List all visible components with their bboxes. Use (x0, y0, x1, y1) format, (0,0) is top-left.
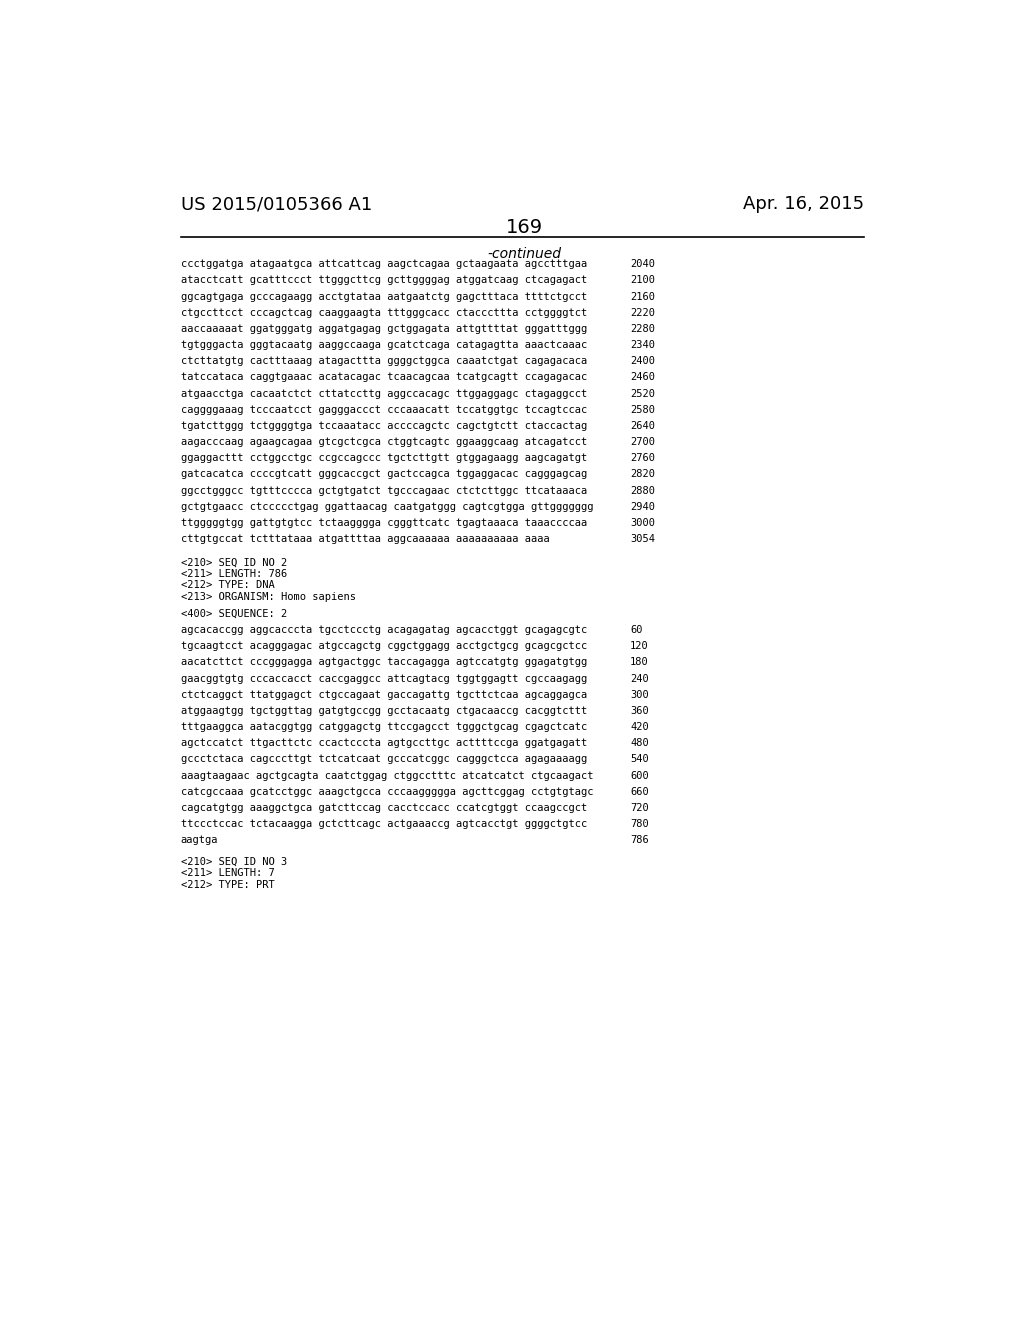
Text: aagtga: aagtga (180, 836, 218, 845)
Text: ttgggggtgg gattgtgtcc tctaagggga cgggttcatc tgagtaaaca taaaccccaa: ttgggggtgg gattgtgtcc tctaagggga cgggttc… (180, 517, 587, 528)
Text: 660: 660 (630, 787, 649, 797)
Text: 2760: 2760 (630, 453, 655, 463)
Text: ggcagtgaga gcccagaagg acctgtataa aatgaatctg gagctttaca ttttctgcct: ggcagtgaga gcccagaagg acctgtataa aatgaat… (180, 292, 587, 301)
Text: tgtgggacta gggtacaatg aaggccaaga gcatctcaga catagagtta aaactcaaac: tgtgggacta gggtacaatg aaggccaaga gcatctc… (180, 341, 587, 350)
Text: aacatcttct cccgggagga agtgactggc taccagagga agtccatgtg ggagatgtgg: aacatcttct cccgggagga agtgactggc taccaga… (180, 657, 587, 668)
Text: 480: 480 (630, 738, 649, 748)
Text: gctgtgaacc ctccccctgag ggattaacag caatgatggg cagtcgtgga gttggggggg: gctgtgaacc ctccccctgag ggattaacag caatga… (180, 502, 593, 512)
Text: ttccctccac tctacaagga gctcttcagc actgaaaccg agtcacctgt ggggctgtcc: ttccctccac tctacaagga gctcttcagc actgaaa… (180, 818, 587, 829)
Text: 2940: 2940 (630, 502, 655, 512)
Text: 180: 180 (630, 657, 649, 668)
Text: ggaggacttt cctggcctgc ccgccagccc tgctcttgtt gtggagaagg aagcagatgt: ggaggacttt cctggcctgc ccgccagccc tgctctt… (180, 453, 587, 463)
Text: aagacccaag agaagcagaa gtcgctcgca ctggtcagtc ggaaggcaag atcagatcct: aagacccaag agaagcagaa gtcgctcgca ctggtca… (180, 437, 587, 447)
Text: <210> SEQ ID NO 3: <210> SEQ ID NO 3 (180, 857, 287, 867)
Text: gccctctaca cagcccttgt tctcatcaat gcccatcggc cagggctcca agagaaaagg: gccctctaca cagcccttgt tctcatcaat gcccatc… (180, 755, 587, 764)
Text: <212> TYPE: PRT: <212> TYPE: PRT (180, 880, 274, 890)
Text: cagcatgtgg aaaggctgca gatcttccag cacctccacc ccatcgtggt ccaagccgct: cagcatgtgg aaaggctgca gatcttccag cacctcc… (180, 803, 587, 813)
Text: 780: 780 (630, 818, 649, 829)
Text: 60: 60 (630, 626, 643, 635)
Text: ggcctgggcc tgtttcccca gctgtgatct tgcccagaac ctctcttggc ttcataaaca: ggcctgggcc tgtttcccca gctgtgatct tgcccag… (180, 486, 587, 495)
Text: 3054: 3054 (630, 535, 655, 544)
Text: tgcaagtcct acagggagac atgccagctg cggctggagg acctgctgcg gcagcgctcc: tgcaagtcct acagggagac atgccagctg cggctgg… (180, 642, 587, 651)
Text: Apr. 16, 2015: Apr. 16, 2015 (743, 195, 864, 214)
Text: tatccataca caggtgaaac acatacagac tcaacagcaa tcatgcagtt ccagagacac: tatccataca caggtgaaac acatacagac tcaacag… (180, 372, 587, 383)
Text: caggggaaag tcccaatcct gagggaccct cccaaacatt tccatggtgc tccagtccac: caggggaaag tcccaatcct gagggaccct cccaaac… (180, 405, 587, 414)
Text: cttgtgccat tctttataaa atgattttaa aggcaaaaaa aaaaaaaaaa aaaa: cttgtgccat tctttataaa atgattttaa aggcaaa… (180, 535, 550, 544)
Text: 120: 120 (630, 642, 649, 651)
Text: atgaacctga cacaatctct cttatccttg aggccacagc ttggaggagc ctagaggcct: atgaacctga cacaatctct cttatccttg aggccac… (180, 388, 587, 399)
Text: agctccatct ttgacttctc ccactcccta agtgccttgc acttttccga ggatgagatt: agctccatct ttgacttctc ccactcccta agtgcct… (180, 738, 587, 748)
Text: 2700: 2700 (630, 437, 655, 447)
Text: US 2015/0105366 A1: US 2015/0105366 A1 (180, 195, 372, 214)
Text: -continued: -continued (487, 247, 562, 261)
Text: 2100: 2100 (630, 276, 655, 285)
Text: tttgaaggca aatacggtgg catggagctg ttccgagcct tgggctgcag cgagctcatc: tttgaaggca aatacggtgg catggagctg ttccgag… (180, 722, 587, 733)
Text: 2520: 2520 (630, 388, 655, 399)
Text: 2580: 2580 (630, 405, 655, 414)
Text: 2280: 2280 (630, 323, 655, 334)
Text: 2040: 2040 (630, 259, 655, 269)
Text: 300: 300 (630, 689, 649, 700)
Text: 720: 720 (630, 803, 649, 813)
Text: 3000: 3000 (630, 517, 655, 528)
Text: <212> TYPE: DNA: <212> TYPE: DNA (180, 581, 274, 590)
Text: 2160: 2160 (630, 292, 655, 301)
Text: <213> ORGANISM: Homo sapiens: <213> ORGANISM: Homo sapiens (180, 591, 355, 602)
Text: 169: 169 (506, 218, 544, 238)
Text: 2820: 2820 (630, 470, 655, 479)
Text: aaccaaaaat ggatgggatg aggatgagag gctggagata attgttttat gggatttggg: aaccaaaaat ggatgggatg aggatgagag gctggag… (180, 323, 587, 334)
Text: 600: 600 (630, 771, 649, 780)
Text: atggaagtgg tgctggttag gatgtgccgg gcctacaatg ctgacaaccg cacggtcttt: atggaagtgg tgctggttag gatgtgccgg gcctaca… (180, 706, 587, 715)
Text: gaacggtgtg cccaccacct caccgaggcc attcagtacg tggtggagtt cgccaagagg: gaacggtgtg cccaccacct caccgaggcc attcagt… (180, 673, 587, 684)
Text: 2220: 2220 (630, 308, 655, 318)
Text: aaagtaagaac agctgcagta caatctggag ctggcctttc atcatcatct ctgcaagact: aaagtaagaac agctgcagta caatctggag ctggcc… (180, 771, 593, 780)
Text: 2340: 2340 (630, 341, 655, 350)
Text: 240: 240 (630, 673, 649, 684)
Text: ccctggatga atagaatgca attcattcag aagctcagaa gctaagaata agcctttgaa: ccctggatga atagaatgca attcattcag aagctca… (180, 259, 587, 269)
Text: 2640: 2640 (630, 421, 655, 430)
Text: gatcacatca ccccgtcatt gggcaccgct gactccagca tggaggacac cagggagcag: gatcacatca ccccgtcatt gggcaccgct gactcca… (180, 470, 587, 479)
Text: <210> SEQ ID NO 2: <210> SEQ ID NO 2 (180, 557, 287, 568)
Text: 2400: 2400 (630, 356, 655, 366)
Text: 2460: 2460 (630, 372, 655, 383)
Text: 420: 420 (630, 722, 649, 733)
Text: 2880: 2880 (630, 486, 655, 495)
Text: tgatcttggg tctggggtga tccaaatacc accccagctc cagctgtctt ctaccactag: tgatcttggg tctggggtga tccaaatacc accccag… (180, 421, 587, 430)
Text: ctgccttcct cccagctcag caaggaagta tttgggcacc ctacccttta cctggggtct: ctgccttcct cccagctcag caaggaagta tttgggc… (180, 308, 587, 318)
Text: 786: 786 (630, 836, 649, 845)
Text: <211> LENGTH: 7: <211> LENGTH: 7 (180, 869, 274, 878)
Text: 540: 540 (630, 755, 649, 764)
Text: <211> LENGTH: 786: <211> LENGTH: 786 (180, 569, 287, 578)
Text: ctcttatgtg cactttaaag atagacttta ggggctggca caaatctgat cagagacaca: ctcttatgtg cactttaaag atagacttta ggggctg… (180, 356, 587, 366)
Text: atacctcatt gcatttccct ttgggcttcg gcttggggag atggatcaag ctcagagact: atacctcatt gcatttccct ttgggcttcg gcttggg… (180, 276, 587, 285)
Text: 360: 360 (630, 706, 649, 715)
Text: <400> SEQUENCE: 2: <400> SEQUENCE: 2 (180, 609, 287, 619)
Text: ctctcaggct ttatggagct ctgccagaat gaccagattg tgcttctcaa agcaggagca: ctctcaggct ttatggagct ctgccagaat gaccaga… (180, 689, 587, 700)
Text: agcacaccgg aggcacccta tgcctccctg acagagatag agcacctggt gcagagcgtc: agcacaccgg aggcacccta tgcctccctg acagaga… (180, 626, 587, 635)
Text: catcgccaaa gcatcctggc aaagctgcca cccaaggggga agcttcggag cctgtgtagc: catcgccaaa gcatcctggc aaagctgcca cccaagg… (180, 787, 593, 797)
